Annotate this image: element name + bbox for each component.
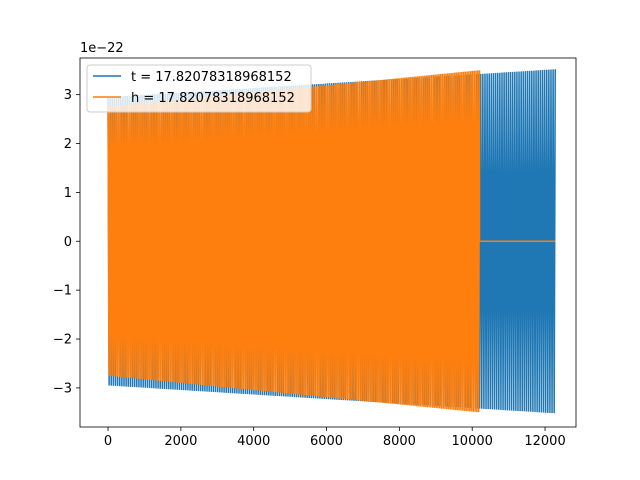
y-axis: −3 −2 −1 0 1 2 3 [53,88,80,396]
x-tick-label: 2000 [164,434,197,449]
y-tick-label: 2 [64,137,72,152]
y-tick-label: 1 [64,186,72,201]
x-axis: 0 2000 4000 6000 8000 10000 12000 [104,427,566,449]
y-tick-label: −3 [53,381,72,396]
series-line-h [107,70,556,413]
x-tick-label: 12000 [524,434,565,449]
y-tick-label: 3 [64,88,72,103]
x-tick-label: 10000 [452,434,493,449]
legend-label: h = 17.82078318968152 [131,91,295,106]
legend-box [86,64,312,113]
y-tick-label: 0 [64,235,72,250]
x-tick-label: 0 [104,434,112,449]
x-tick-label: 6000 [310,434,343,449]
x-tick-label: 4000 [237,434,270,449]
y-tick-label: −1 [53,284,72,299]
legend-label: t = 17.82078318968152 [131,70,292,85]
axes-frame [79,57,577,428]
x-tick-label: 8000 [383,434,416,449]
legend: t = 17.82078318968152 h = 17.820783189681… [86,64,312,113]
y-offset-label: 1e−22 [80,41,124,56]
y-tick-label: −2 [53,333,72,348]
